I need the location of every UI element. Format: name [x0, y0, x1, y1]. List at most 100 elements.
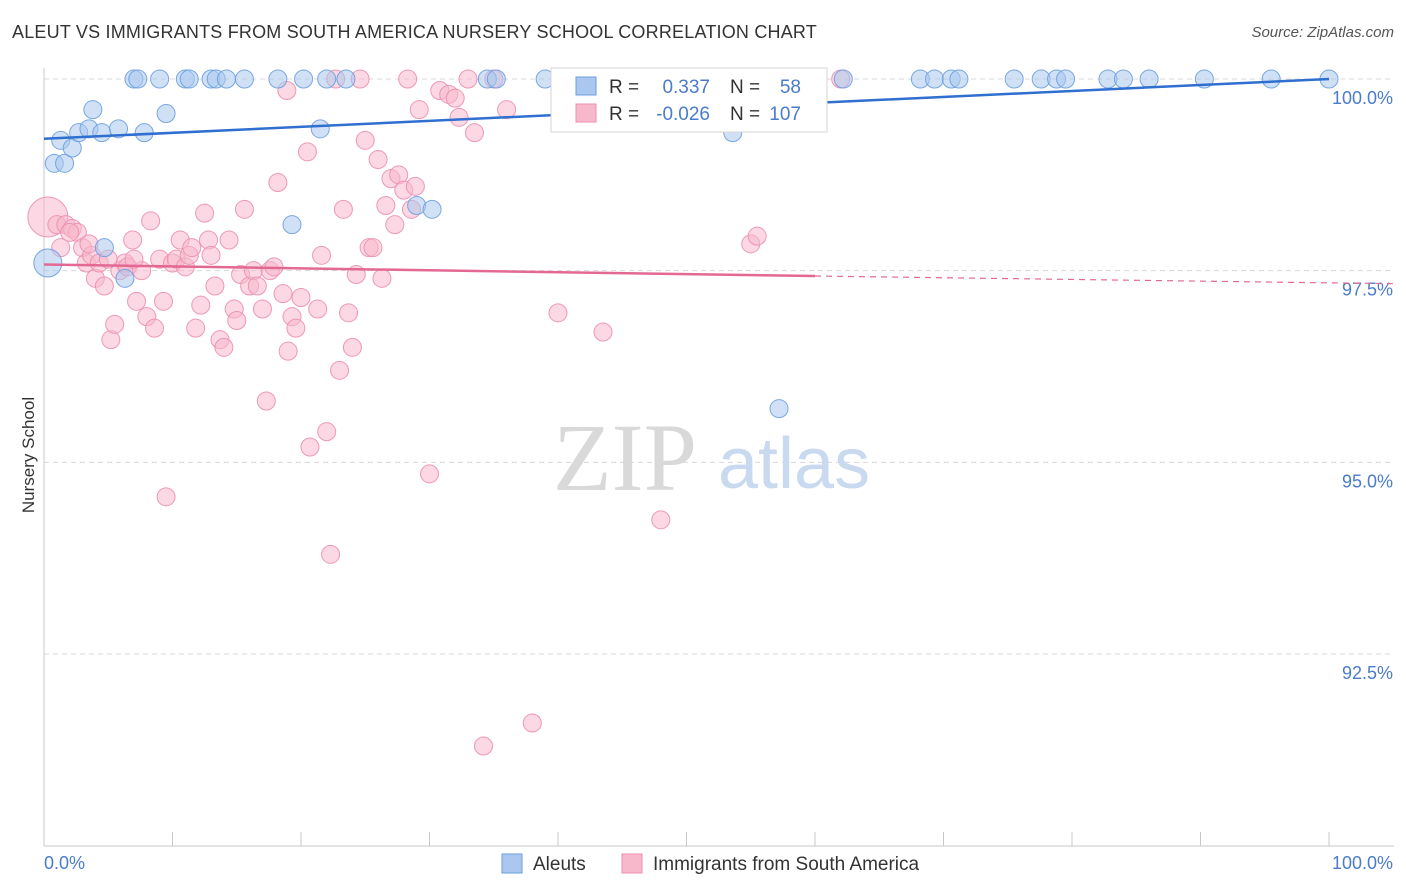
immigrants-point-68	[339, 303, 359, 323]
immigrants-point-24	[154, 291, 174, 311]
y-axis-tick-labels: 100.0% 97.5% 95.0% 92.5%	[1332, 88, 1393, 683]
immigrants-point-98	[593, 322, 613, 342]
aleuts-point-41	[769, 399, 789, 419]
immigrants-point-58	[291, 288, 311, 307]
aleuts-point-23	[268, 69, 288, 89]
immigrants-point-48	[252, 299, 272, 319]
immigrants-point-25	[156, 487, 176, 507]
stats-legend-frame	[550, 67, 828, 133]
immigrants-point-63	[317, 422, 337, 442]
aleuts-point-48	[1004, 69, 1024, 89]
aleuts-point-30	[422, 199, 442, 219]
aleuts-point-16	[156, 104, 176, 123]
y-tick-label-0: 100.0%	[1332, 88, 1393, 108]
aleuts-point-28	[336, 69, 356, 89]
immigrants-point-32	[186, 318, 206, 338]
legend-label-aleuts[interactable]: Aleuts	[533, 854, 586, 875]
immigrants-point-31	[182, 238, 202, 258]
aleuts-point-13	[128, 69, 148, 89]
stats-n-value-aleuts: 58	[780, 77, 801, 98]
stats-r-value-aleuts: 0.337	[662, 77, 710, 98]
immigrants-point-85	[409, 100, 429, 120]
aleuts-point-8	[92, 123, 112, 143]
aleuts-point-53	[1113, 69, 1133, 89]
immigrants-point-76	[372, 268, 392, 288]
immigrants-point-64	[321, 544, 341, 564]
immigrants-point-42	[227, 311, 247, 330]
immigrants-point-11	[94, 276, 114, 296]
immigrants-point-99	[651, 510, 671, 530]
legend-swatch-immigrants[interactable]	[621, 853, 643, 874]
immigrants-point-103	[60, 222, 80, 242]
immigrants-point-79	[385, 215, 405, 235]
immigrants-point-90	[449, 107, 469, 127]
immigrants-point-57	[286, 318, 306, 338]
immigrants-point-84	[405, 176, 425, 196]
stats-n-value-immigrants: 107	[769, 104, 801, 125]
immigrants-point-91	[458, 69, 478, 89]
x-axis-ticks	[43, 832, 1330, 846]
aleuts-point-10	[109, 119, 129, 139]
immigrants-point-95	[497, 100, 517, 120]
x-tick-label-left: 0.0%	[44, 853, 85, 873]
stats-swatch-immigrants	[575, 103, 597, 123]
aleuts-point-21	[216, 69, 236, 89]
aleuts-point-47	[949, 69, 969, 89]
aleuts-point-15	[150, 69, 170, 89]
immigrants-point-13	[105, 314, 125, 334]
immigrants-point-59	[297, 142, 317, 162]
immigrants-point-77	[376, 196, 396, 215]
immigrants-point-72	[355, 130, 375, 150]
immigrants-point-39	[214, 337, 234, 357]
stats-r-label-1: R =	[609, 77, 639, 98]
immigrants-point-106	[124, 249, 144, 269]
legend-swatch-aleuts[interactable]	[501, 853, 523, 874]
immigrants-point-86	[420, 464, 439, 484]
watermark-atlas: atlas	[718, 424, 870, 504]
immigrants-point-36	[201, 245, 221, 265]
immigrants-point-66	[330, 360, 350, 380]
aleuts-point-7	[83, 100, 103, 120]
immigrants-point-53	[273, 284, 293, 304]
legend-label-immigrants[interactable]: Immigrants from South America	[653, 854, 920, 875]
stats-swatch-aleuts	[575, 76, 597, 96]
immigrants-point-49	[256, 391, 276, 411]
aleuts-point-54	[1139, 69, 1159, 89]
aleuts-point-22	[234, 69, 254, 89]
immigrants-point-18	[127, 291, 147, 311]
immigrants-point-17	[123, 230, 143, 250]
immigrants-point-21	[141, 211, 161, 231]
immigrants-point-69	[342, 337, 362, 357]
stats-n-label-1: N =	[730, 77, 760, 98]
stats-r-value-immigrants: -0.026	[656, 104, 710, 125]
trend-line-immigrants-extension	[814, 275, 1395, 285]
aleuts-point-25	[294, 69, 314, 89]
bottom-legend: Aleuts Immigrants from South America	[501, 853, 920, 875]
aleuts-point-18	[179, 69, 199, 89]
immigrants-point-93	[473, 736, 493, 756]
aleuts-point-32	[486, 69, 506, 89]
immigrants-point-67	[333, 199, 353, 219]
aleuts-point-0	[33, 248, 63, 278]
immigrants-point-40	[219, 230, 239, 250]
trend-line-immigrants	[43, 263, 816, 278]
watermark-zip: ZIP	[553, 404, 697, 511]
immigrants-point-34	[195, 203, 215, 223]
aleuts-point-45	[925, 69, 945, 89]
aleuts-point-3	[55, 153, 75, 173]
immigrants-point-62	[312, 245, 332, 265]
immigrants-point-96	[522, 713, 542, 733]
aleuts-point-27	[317, 69, 337, 89]
source-label: Source: ZipAtlas.com	[1251, 24, 1394, 41]
immigrants-point-92	[464, 123, 484, 143]
aleuts-point-26	[310, 119, 330, 139]
grid-lines	[44, 78, 1394, 655]
immigrants-point-52	[268, 173, 288, 192]
immigrants-point-75	[368, 150, 388, 169]
stats-legend-box: R = 0.337 N = 58 R = -0.026 N = 107	[550, 67, 828, 133]
y-tick-label-3: 92.5%	[1342, 663, 1393, 683]
aleuts-point-43	[833, 69, 853, 89]
y-axis-label: Nursery School	[19, 397, 38, 513]
aleuts-point-9	[94, 238, 114, 258]
